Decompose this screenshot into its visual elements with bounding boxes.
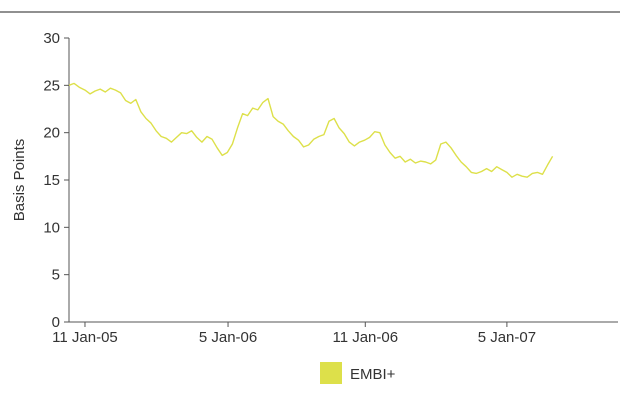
y-tick-label: 30 xyxy=(43,30,60,47)
y-tick-label: 5 xyxy=(52,267,60,284)
x-tick-label: 5 Jan-06 xyxy=(199,329,257,346)
x-tick-label: 11 Jan-05 xyxy=(52,329,118,346)
series-layer xyxy=(68,82,554,178)
legend-swatch xyxy=(320,362,342,384)
x-axis: 11 Jan-05 5 Jan-06 11 Jan-06 5 Jan-07 xyxy=(52,321,618,346)
y-tick-label: 10 xyxy=(43,219,60,236)
y-tick-label: 0 xyxy=(52,314,60,331)
y-axis-title: Basis Points xyxy=(11,139,28,222)
x-tick-label: 11 Jan-06 xyxy=(332,329,398,346)
x-tick-label: 5 Jan-07 xyxy=(478,329,536,346)
y-tick-label: 15 xyxy=(43,172,60,189)
legend: EMBI+ xyxy=(320,362,396,384)
y-tick-label: 20 xyxy=(43,125,60,142)
y-tick-label: 25 xyxy=(43,77,60,94)
legend-label: EMBI+ xyxy=(350,366,396,383)
series-line-embi xyxy=(68,82,554,178)
y-axis: 0 5 10 15 20 25 30 xyxy=(43,30,70,331)
